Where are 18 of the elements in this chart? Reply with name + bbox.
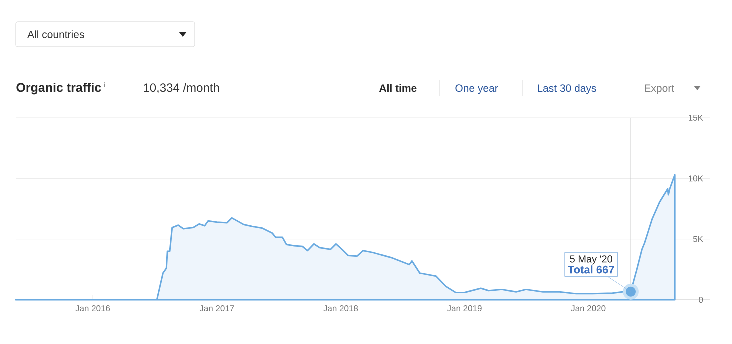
y-tick-label: 0 bbox=[699, 296, 704, 304]
x-tick-label: Jan 2017 bbox=[200, 306, 234, 312]
x-tick-label: Jan 2016 bbox=[76, 306, 110, 312]
chart-title: Organic traffic bbox=[16, 82, 102, 95]
x-tick-label: Jan 2018 bbox=[324, 306, 358, 312]
chart-subtitle: 10,334 /month bbox=[144, 83, 220, 94]
text: One year bbox=[456, 84, 498, 94]
y-tick-label: 5K bbox=[693, 236, 704, 242]
text: All countries bbox=[28, 30, 84, 38]
text: Export bbox=[645, 84, 674, 94]
y-tick-label: 15K bbox=[689, 115, 704, 121]
annotation: Total 667 bbox=[568, 266, 614, 274]
annotation: 5 May '20 bbox=[570, 256, 612, 265]
text: All time bbox=[379, 84, 417, 92]
y-tick-label: 10K bbox=[689, 176, 704, 182]
text: Last 30 days bbox=[538, 84, 596, 94]
x-tick-label: Jan 2020 bbox=[571, 306, 606, 312]
x-tick-label: Jan 2019 bbox=[447, 306, 482, 312]
